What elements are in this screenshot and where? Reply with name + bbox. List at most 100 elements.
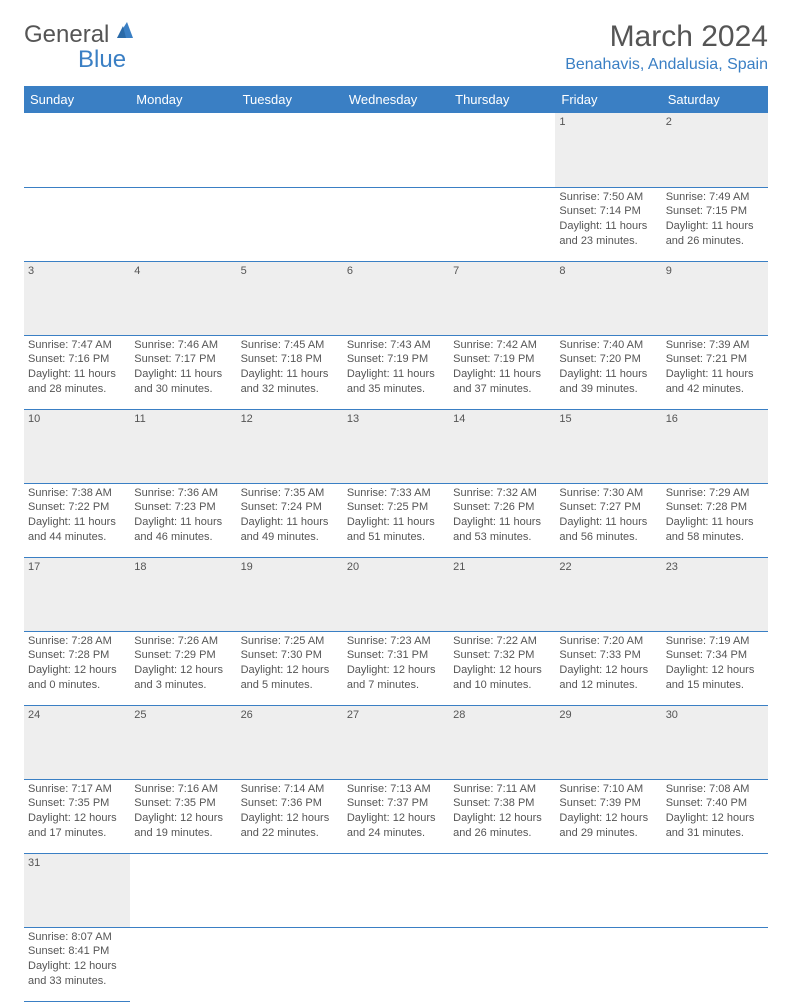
day-cell: Sunrise: 7:33 AMSunset: 7:25 PMDaylight:… (343, 483, 449, 557)
sunrise-text: Sunrise: 7:30 AM (559, 486, 657, 501)
logo-sail-icon (115, 20, 137, 49)
logo: General (24, 20, 141, 49)
day-number-cell: 6 (343, 261, 449, 335)
day-number-cell (449, 113, 555, 187)
sunset-text: Sunset: 7:17 PM (134, 352, 232, 367)
day-cell: Sunrise: 7:30 AMSunset: 7:27 PMDaylight:… (555, 483, 661, 557)
daylight-text2: and 49 minutes. (241, 530, 339, 545)
sunset-text: Sunset: 7:40 PM (666, 796, 764, 811)
sunrise-text: Sunrise: 7:22 AM (453, 634, 551, 649)
day-cell: Sunrise: 7:19 AMSunset: 7:34 PMDaylight:… (662, 631, 768, 705)
day-number-cell: 12 (237, 409, 343, 483)
day-cell (662, 927, 768, 1001)
daylight-text: Daylight: 11 hours (559, 515, 657, 530)
day-cell (130, 927, 236, 1001)
weekday-header: Thursday (449, 86, 555, 113)
daylight-text: Daylight: 11 hours (241, 367, 339, 382)
daylight-text: Daylight: 12 hours (28, 663, 126, 678)
day-number-cell: 18 (130, 557, 236, 631)
daylight-text2: and 30 minutes. (134, 382, 232, 397)
sunset-text: Sunset: 7:27 PM (559, 500, 657, 515)
day-cell: Sunrise: 7:20 AMSunset: 7:33 PMDaylight:… (555, 631, 661, 705)
daylight-text: Daylight: 11 hours (453, 367, 551, 382)
day-cell: Sunrise: 7:38 AMSunset: 7:22 PMDaylight:… (24, 483, 130, 557)
day-number-cell: 31 (24, 853, 130, 927)
month-title: March 2024 (565, 20, 768, 54)
daylight-text2: and 24 minutes. (347, 826, 445, 841)
sunrise-text: Sunrise: 7:33 AM (347, 486, 445, 501)
weekday-header: Tuesday (237, 86, 343, 113)
day-cell: Sunrise: 7:14 AMSunset: 7:36 PMDaylight:… (237, 779, 343, 853)
daylight-text2: and 15 minutes. (666, 678, 764, 693)
sunset-text: Sunset: 7:36 PM (241, 796, 339, 811)
sunset-text: Sunset: 7:37 PM (347, 796, 445, 811)
daylight-text: Daylight: 12 hours (666, 811, 764, 826)
daylight-text2: and 28 minutes. (28, 382, 126, 397)
sunset-text: Sunset: 7:28 PM (28, 648, 126, 663)
daylight-text2: and 10 minutes. (453, 678, 551, 693)
sunset-text: Sunset: 7:19 PM (347, 352, 445, 367)
day-cell: Sunrise: 7:50 AMSunset: 7:14 PMDaylight:… (555, 187, 661, 261)
daylight-text2: and 56 minutes. (559, 530, 657, 545)
day-number-cell: 22 (555, 557, 661, 631)
sunset-text: Sunset: 7:28 PM (666, 500, 764, 515)
daylight-text: Daylight: 12 hours (347, 811, 445, 826)
daylight-text2: and 26 minutes. (666, 234, 764, 249)
day-number-cell (555, 853, 661, 927)
weekday-header: Monday (130, 86, 236, 113)
sunset-text: Sunset: 7:19 PM (453, 352, 551, 367)
sunset-text: Sunset: 7:34 PM (666, 648, 764, 663)
sunrise-text: Sunrise: 7:25 AM (241, 634, 339, 649)
sunrise-text: Sunrise: 7:45 AM (241, 338, 339, 353)
day-cell: Sunrise: 7:22 AMSunset: 7:32 PMDaylight:… (449, 631, 555, 705)
daylight-text2: and 3 minutes. (134, 678, 232, 693)
day-number-cell: 7 (449, 261, 555, 335)
day-cell: Sunrise: 7:29 AMSunset: 7:28 PMDaylight:… (662, 483, 768, 557)
day-cell (343, 927, 449, 1001)
sunrise-text: Sunrise: 7:42 AM (453, 338, 551, 353)
daylight-text2: and 58 minutes. (666, 530, 764, 545)
day-number-cell: 15 (555, 409, 661, 483)
sunrise-text: Sunrise: 7:28 AM (28, 634, 126, 649)
day-cell (237, 927, 343, 1001)
day-number-cell: 14 (449, 409, 555, 483)
daylight-text: Daylight: 12 hours (28, 959, 126, 974)
sunset-text: Sunset: 7:15 PM (666, 204, 764, 219)
sunset-text: Sunset: 7:21 PM (666, 352, 764, 367)
daylight-text: Daylight: 11 hours (28, 515, 126, 530)
sunset-text: Sunset: 7:25 PM (347, 500, 445, 515)
weekday-header: Sunday (24, 86, 130, 113)
day-number-cell: 29 (555, 705, 661, 779)
sunrise-text: Sunrise: 7:11 AM (453, 782, 551, 797)
day-number-cell: 28 (449, 705, 555, 779)
daylight-text: Daylight: 11 hours (666, 367, 764, 382)
day-cell: Sunrise: 7:16 AMSunset: 7:35 PMDaylight:… (130, 779, 236, 853)
daylight-text2: and 51 minutes. (347, 530, 445, 545)
sunset-text: Sunset: 7:20 PM (559, 352, 657, 367)
daylight-text2: and 44 minutes. (28, 530, 126, 545)
sunrise-text: Sunrise: 8:07 AM (28, 930, 126, 945)
day-cell: Sunrise: 7:39 AMSunset: 7:21 PMDaylight:… (662, 335, 768, 409)
day-number-cell: 24 (24, 705, 130, 779)
day-cell: Sunrise: 7:43 AMSunset: 7:19 PMDaylight:… (343, 335, 449, 409)
day-number-cell: 5 (237, 261, 343, 335)
daylight-text2: and 32 minutes. (241, 382, 339, 397)
daylight-text2: and 12 minutes. (559, 678, 657, 693)
daylight-text2: and 19 minutes. (134, 826, 232, 841)
sunrise-text: Sunrise: 7:40 AM (559, 338, 657, 353)
daylight-text: Daylight: 12 hours (453, 811, 551, 826)
daylight-text: Daylight: 11 hours (134, 515, 232, 530)
sunset-text: Sunset: 7:35 PM (28, 796, 126, 811)
sunset-text: Sunset: 8:41 PM (28, 944, 126, 959)
daylight-text: Daylight: 11 hours (559, 219, 657, 234)
daylight-text2: and 37 minutes. (453, 382, 551, 397)
daylight-text: Daylight: 12 hours (241, 663, 339, 678)
daylight-text2: and 31 minutes. (666, 826, 764, 841)
day-cell (555, 927, 661, 1001)
daylight-text2: and 22 minutes. (241, 826, 339, 841)
day-number-cell (449, 853, 555, 927)
day-number-cell: 3 (24, 261, 130, 335)
daylight-text: Daylight: 11 hours (347, 515, 445, 530)
daylight-text: Daylight: 12 hours (559, 663, 657, 678)
daylight-text2: and 17 minutes. (28, 826, 126, 841)
